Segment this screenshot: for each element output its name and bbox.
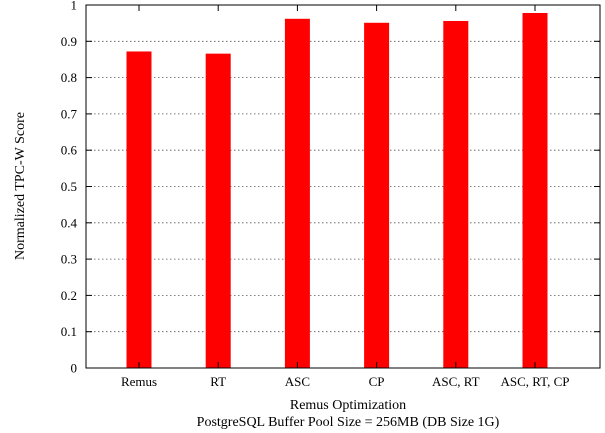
x-tick-label: ASC, RT bbox=[432, 374, 480, 389]
bars bbox=[126, 12, 548, 369]
bar bbox=[205, 53, 231, 368]
bar bbox=[522, 12, 548, 369]
y-tick-label: 0.6 bbox=[61, 143, 78, 158]
bar bbox=[364, 22, 390, 369]
y-tick-label: 0.8 bbox=[61, 70, 77, 85]
y-tick-label: 0.2 bbox=[61, 288, 77, 303]
y-tick-label: 0 bbox=[71, 361, 78, 376]
y-tick-label: 0.9 bbox=[61, 34, 77, 49]
y-tick-label: 0.7 bbox=[61, 106, 78, 121]
bar bbox=[126, 51, 152, 369]
chart-subtitle: PostgreSQL Buffer Pool Size = 256MB (DB … bbox=[197, 415, 500, 430]
x-axis: Remus RT ASC CP ASC, RT ASC, RT, CP bbox=[121, 5, 570, 389]
x-tick-label: Remus bbox=[121, 374, 157, 389]
x-tick-label: RT bbox=[210, 374, 226, 389]
y-tick-label: 1 bbox=[71, 0, 78, 13]
x-tick-label: ASC bbox=[285, 374, 310, 389]
bar bbox=[443, 20, 469, 369]
x-tick-label: ASC, RT, CP bbox=[500, 374, 569, 389]
y-tick-label: 0.3 bbox=[61, 252, 77, 267]
x-axis-title: Remus Optimization bbox=[290, 398, 406, 413]
y-tick-label: 0.4 bbox=[61, 215, 78, 230]
x-tick-label: CP bbox=[369, 374, 385, 389]
y-axis-title: Normalized TPC-W Score bbox=[13, 112, 28, 260]
y-tick-label: 0.5 bbox=[61, 179, 77, 194]
y-tick-label: 0.1 bbox=[61, 324, 77, 339]
bar bbox=[284, 18, 310, 368]
y-axis: 0 0.1 0.2 0.3 0.4 0.5 0.6 0.7 0.8 0.9 1 bbox=[61, 0, 600, 376]
grid-lines bbox=[86, 40, 600, 333]
